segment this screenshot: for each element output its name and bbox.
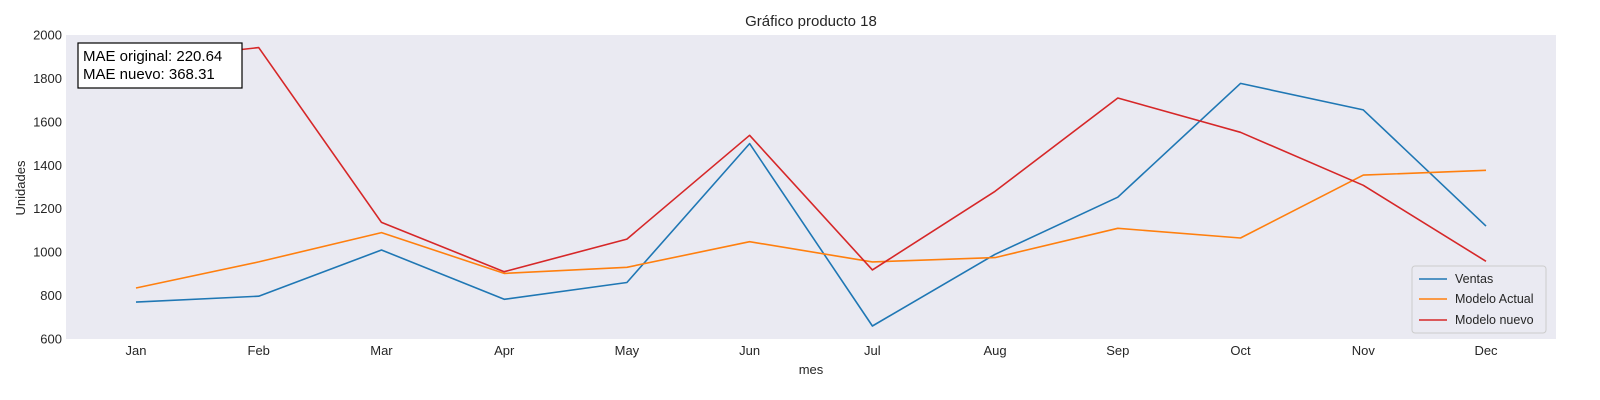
y-tick-label: 1000: [33, 245, 62, 260]
x-tick-label: Feb: [248, 343, 270, 358]
y-tick-label: 800: [40, 288, 62, 303]
series-line-ventas: [135, 82, 1487, 327]
legend: Ventas Modelo Actual Modelo nuevo: [1411, 265, 1547, 334]
x-axis-label: mes: [799, 362, 824, 377]
legend-label-modelo-actual: Modelo Actual: [1455, 292, 1534, 306]
annotation-mae-nuevo: MAE nuevo: 368.31: [83, 66, 215, 83]
x-tick-label: Jan: [126, 343, 147, 358]
x-tick-label: Aug: [984, 343, 1007, 358]
mae-annotation: MAE original: 220.64 MAE nuevo: 368.31: [77, 42, 243, 89]
x-tick-label: Apr: [494, 343, 515, 358]
series-line-modelo-nuevo: [135, 46, 1487, 273]
y-tick-label: 1400: [33, 158, 62, 173]
x-tick-label: Nov: [1352, 343, 1376, 358]
y-tick-label: 1800: [33, 71, 62, 86]
x-tick-label: Jun: [739, 343, 760, 358]
x-tick-label: Oct: [1230, 343, 1251, 358]
series-line-modelo-actual: [135, 169, 1487, 289]
x-tick-label: May: [615, 343, 640, 358]
x-tick-label: Sep: [1106, 343, 1129, 358]
chart-title: Gráfico producto 18: [745, 13, 877, 30]
legend-label-modelo-nuevo: Modelo nuevo: [1455, 313, 1534, 327]
y-tick-label: 1600: [33, 114, 62, 129]
y-axis-label: Unidades: [13, 160, 28, 215]
series-layer: [135, 46, 1487, 327]
x-tick-label: Jul: [864, 343, 881, 358]
y-axis: 600 800 1000 1200 1400 1600 1800 2000: [33, 28, 62, 347]
annotation-mae-original: MAE original: 220.64: [83, 48, 222, 65]
plot-area: [66, 35, 1556, 339]
legend-label-ventas: Ventas: [1455, 272, 1493, 286]
annotation-box: [77, 42, 243, 89]
x-tick-label: Mar: [370, 343, 393, 358]
x-tick-label: Dec: [1474, 343, 1498, 358]
legend-box: [1411, 265, 1547, 334]
x-axis: Jan Feb Mar Apr May Jun Jul Aug Sep Oct Nov Dec: [126, 343, 1499, 358]
y-tick-label: 2000: [33, 28, 62, 43]
y-tick-label: 600: [40, 332, 62, 347]
y-tick-label: 1200: [33, 201, 62, 216]
